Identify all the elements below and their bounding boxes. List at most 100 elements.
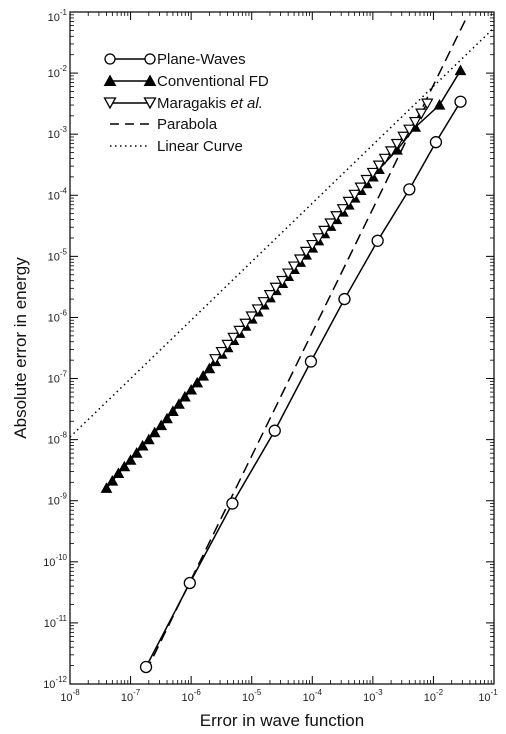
data-point-maragakis-et-al [306, 239, 319, 252]
data-point-maragakis-et-al [397, 131, 410, 143]
legend-label-parabola: Parabola [157, 116, 218, 133]
data-point-conventional-fd [454, 64, 467, 76]
data-point-conventional-fd [155, 419, 168, 431]
plot-frame [69, 11, 495, 685]
x-tick-label: 10-7 [121, 688, 141, 704]
legend-item-plane-waves: Plane-Waves [104, 51, 246, 68]
legend-marker-maragakis-right [143, 97, 157, 110]
data-point-maragakis-et-al [227, 332, 240, 344]
x-tick-label: 10-6 [181, 688, 201, 704]
x-axis-title: Error in wave function [200, 711, 364, 730]
data-point-maragakis-et-al [251, 304, 265, 316]
data-point-maragakis-et-al [257, 297, 270, 309]
legend-marker-conventional-fd-right [143, 74, 157, 86]
data-point-maragakis-et-al [245, 311, 258, 323]
data-point-conventional-fd [173, 398, 185, 409]
data-point-plane-waves [454, 95, 467, 108]
legend-item-linear-curve: Linear Curve [110, 138, 243, 155]
data-point-conventional-fd [124, 454, 137, 465]
data-point-plane-waves [304, 355, 318, 368]
legend: Plane-Waves Conventional FD Maragakis et… [103, 51, 269, 155]
data-point-maragakis-et-al [366, 167, 380, 180]
legend-marker-conventional-fd-left [103, 74, 117, 86]
legend-label-linear-curve: Linear Curve [157, 138, 243, 155]
data-point-maragakis-et-al [330, 211, 343, 223]
y-axis-title: Absolute error in energy [11, 257, 30, 439]
data-point-maragakis-et-al [215, 346, 228, 359]
data-point-plane-waves [429, 136, 443, 149]
axis-ticks [69, 11, 495, 685]
legend-marker-plane-waves-right [144, 53, 156, 65]
data-point-conventional-fd [100, 482, 113, 493]
legend-marker-plane-waves-left [104, 53, 116, 65]
series-line-linear-curve [70, 27, 494, 438]
tick-labels: 10-8 10-7 10-6 10-5 10-4 10-3 10-2 10-110-1210-… [43, 8, 498, 704]
data-point-plane-waves [371, 234, 384, 247]
data-point-maragakis-et-al [263, 290, 277, 302]
data-point-maragakis-et-al [336, 204, 350, 216]
data-point-maragakis-et-al [293, 254, 307, 266]
y-tick-label: 10-7 [48, 370, 68, 386]
data-point-maragakis-et-al [408, 116, 422, 129]
legend-item-parabola: Parabola [110, 116, 218, 133]
data-point-conventional-fd [130, 447, 143, 458]
data-point-conventional-fd [106, 475, 119, 486]
data-point-maragakis-et-al [421, 98, 434, 110]
data-point-conventional-fd [167, 405, 179, 416]
data-point-maragakis-et-al [209, 354, 222, 366]
y-tick-label: 10-6 [48, 308, 68, 324]
legend-label-plane-waves: Plane-Waves [157, 51, 246, 68]
data-point-conventional-fd [112, 467, 125, 478]
x-tick-label: 10-4 [303, 688, 323, 704]
data-point-plane-waves [268, 424, 281, 437]
data-point-plane-waves [226, 497, 239, 510]
data-point-maragakis-et-al [287, 261, 301, 273]
data-point-maragakis-et-al [415, 108, 428, 120]
x-tick-label: 10-2 [424, 688, 444, 704]
data-point-conventional-fd [203, 362, 216, 374]
y-tick-label: 10-5 [48, 247, 68, 263]
data-point-maragakis-et-al [221, 339, 234, 351]
data-point-conventional-fd [136, 439, 149, 451]
data-point-maragakis-et-al [269, 282, 283, 294]
data-point-maragakis-et-al [276, 275, 289, 288]
data-point-maragakis-et-al [324, 218, 337, 230]
legend-item-conventional-fd: Conventional FD [103, 73, 269, 90]
data-point-maragakis-et-al [312, 233, 325, 245]
y-tick-label: 10-11 [44, 614, 68, 630]
data-point-maragakis-et-al [299, 246, 313, 258]
data-point-maragakis-et-al [281, 268, 295, 280]
data-point-maragakis-et-al [378, 153, 392, 165]
y-tick-label: 10-4 [48, 186, 68, 202]
data-point-conventional-fd [191, 376, 204, 388]
data-point-maragakis-et-al [372, 160, 386, 172]
data-point-plane-waves [403, 183, 416, 196]
legend-item-maragakis: Maragakis et al. [103, 95, 263, 112]
legend-label-maragakis: Maragakis et al. [157, 95, 263, 112]
data-point-plane-waves [338, 292, 351, 306]
data-point-conventional-fd [161, 412, 173, 424]
x-tick-label: 10-5 [242, 688, 262, 704]
data-point-maragakis-et-al [360, 174, 373, 187]
data-point-maragakis-et-al [354, 182, 367, 194]
data-point-conventional-fd [197, 369, 210, 381]
legend-marker-maragakis-left [103, 97, 117, 110]
y-tick-label: 10-3 [48, 125, 68, 141]
data-point-maragakis-et-al [318, 225, 331, 237]
x-tick-label: 10-1 [478, 688, 498, 704]
y-tick-label: 10-9 [48, 492, 68, 508]
x-tick-label: 10-8 [60, 688, 80, 704]
legend-label-conventional-fd: Conventional FD [157, 73, 269, 90]
y-tick-label: 10-10 [43, 553, 67, 569]
data-point-maragakis-et-al [403, 124, 416, 136]
data-point-plane-waves [183, 576, 196, 590]
data-point-maragakis-et-al [384, 146, 398, 158]
data-point-conventional-fd [118, 460, 131, 472]
data-point-conventional-fd [433, 99, 446, 110]
y-tick-label: 10-2 [48, 64, 68, 80]
data-point-maragakis-et-al [342, 196, 355, 208]
data-point-conventional-fd [148, 426, 161, 438]
data-point-maragakis-et-al [233, 325, 246, 338]
data-point-maragakis-et-al [348, 189, 361, 201]
